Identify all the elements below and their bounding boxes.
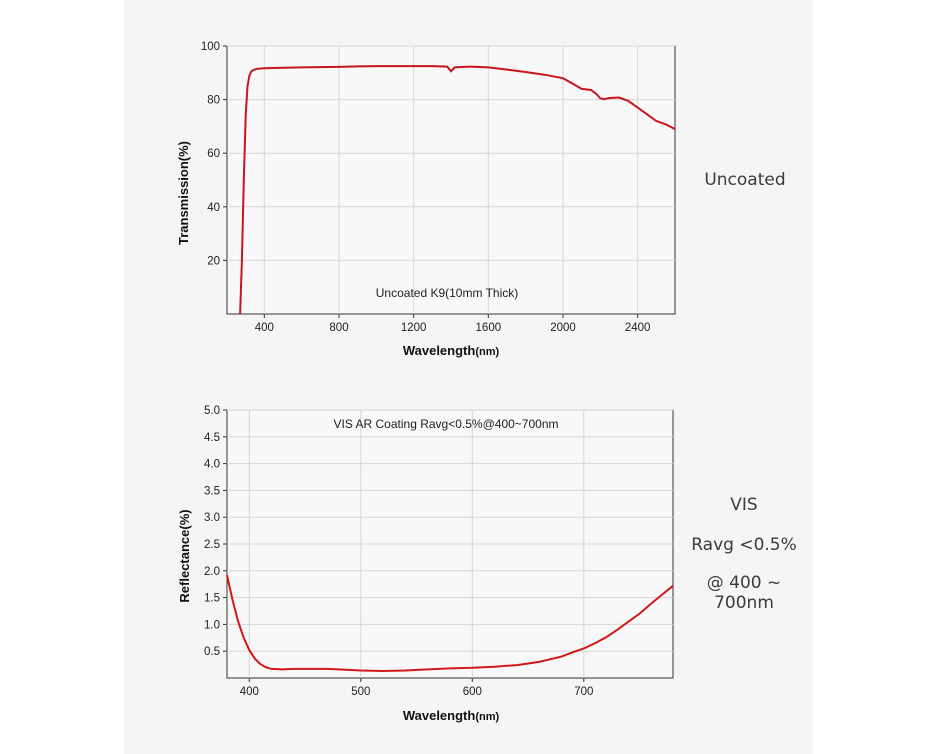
x-axis-label-unit: (nm) bbox=[475, 711, 499, 723]
chart-annotation: Uncoated K9(10mm Thick) bbox=[376, 286, 519, 300]
transmission-line bbox=[239, 65, 676, 315]
y-tick-label: 60 bbox=[207, 148, 220, 160]
x-tick-label: 2400 bbox=[625, 322, 651, 334]
y-ticks: 20 40 60 80 100 bbox=[201, 41, 227, 267]
plot-area bbox=[226, 45, 676, 315]
y-tick-label: 0.5 bbox=[204, 646, 220, 658]
transmission-chart: 400 800 1200 1600 2000 2400 20 40 60 80 100 Uncoa… bbox=[176, 41, 676, 358]
y-axis-label: Reflectance(%) bbox=[177, 509, 192, 602]
y-tick-label: 100 bbox=[201, 41, 220, 53]
grid bbox=[227, 45, 675, 314]
y-tick-label: 3.5 bbox=[204, 485, 220, 497]
chart-annotation: VIS AR Coating Ravg<0.5%@400~700nm bbox=[334, 417, 559, 431]
x-axis-label: Wavelength(nm) bbox=[403, 708, 500, 723]
uncoated-side-label: Uncoated bbox=[704, 170, 786, 190]
vis-label-line-3: @ 400 ~ 700nm bbox=[706, 573, 782, 613]
x-tick-label: 1600 bbox=[476, 322, 502, 334]
y-tick-label: 4.5 bbox=[204, 432, 220, 444]
x-tick-label: 400 bbox=[255, 322, 274, 334]
x-axis-label: Wavelength(nm) bbox=[403, 343, 500, 358]
x-tick-label: 500 bbox=[351, 686, 370, 698]
chart-canvas: 400 800 1200 1600 2000 2400 20 40 60 80 100 Uncoa… bbox=[176, 41, 676, 723]
y-tick-label: 1.5 bbox=[204, 593, 220, 605]
x-tick-label: 400 bbox=[240, 686, 259, 698]
vis-label-line-1: VIS bbox=[730, 495, 758, 515]
y-tick-label: 4.0 bbox=[204, 459, 220, 471]
y-tick-label: 5.0 bbox=[204, 405, 220, 417]
y-tick-label: 40 bbox=[207, 202, 220, 214]
y-tick-label: 20 bbox=[207, 255, 220, 267]
reflectance-line bbox=[226, 574, 674, 673]
y-tick-label: 80 bbox=[207, 95, 220, 107]
vis-label-line-2: Ravg <0.5% bbox=[691, 535, 797, 555]
x-axis-label-main: Wavelength bbox=[403, 343, 476, 358]
x-axis-label-main: Wavelength bbox=[403, 708, 476, 723]
x-ticks: 400 500 600 700 bbox=[240, 678, 593, 698]
vis-side-label: VIS Ravg <0.5% @ 400 ~ 700nm bbox=[680, 495, 808, 613]
x-ticks: 400 800 1200 1600 2000 2400 bbox=[255, 314, 651, 334]
x-tick-label: 2000 bbox=[550, 322, 576, 334]
y-tick-label: 3.0 bbox=[204, 512, 220, 524]
x-tick-label: 1200 bbox=[401, 322, 427, 334]
x-axis-label-unit: (nm) bbox=[475, 346, 499, 358]
reflectance-chart: 400 500 600 700 0.5 1.0 1.5 2.0 2.5 3.0 3.5 4.0 4.5… bbox=[177, 405, 674, 723]
x-tick-label: 600 bbox=[463, 686, 482, 698]
y-ticks: 0.5 1.0 1.5 2.0 2.5 3.0 3.5 4.0 4.5 5.0 bbox=[204, 405, 227, 658]
y-axis-label: Transmission(%) bbox=[176, 141, 191, 245]
grid bbox=[227, 409, 673, 678]
x-tick-label: 700 bbox=[574, 686, 593, 698]
y-tick-label: 2.0 bbox=[204, 566, 220, 578]
y-tick-label: 1.0 bbox=[204, 619, 220, 631]
y-tick-label: 2.5 bbox=[204, 539, 220, 551]
x-tick-label: 800 bbox=[329, 322, 348, 334]
